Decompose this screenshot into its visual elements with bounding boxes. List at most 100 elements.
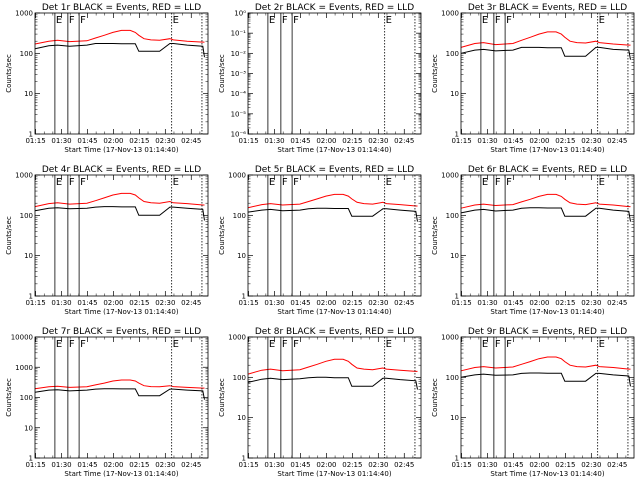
event-marker-label: E [386,339,392,350]
y-tick-label: 1 [455,293,459,301]
x-axis-label: Start Time (17-Nov-13 01:14:40) [64,470,178,478]
x-tick-label: 02:15 [129,299,149,307]
x-tick-label: 01:45 [77,137,97,145]
y-tick-label: 100 [20,50,33,58]
x-tick-label: 01:15 [238,299,258,307]
event-marker-label: F [80,339,86,350]
y-tick-label: 1000 [15,364,33,372]
x-tick-label: 01:45 [77,461,97,469]
x-tick-label: 02:00 [529,461,549,469]
x-tick-label: 01:45 [77,299,97,307]
y-tick-label: 10⁻³ [231,70,247,78]
y-tick-label: 10 [24,424,33,432]
x-tick-label: 02:30 [155,137,175,145]
x-tick-label: 01:45 [290,137,310,145]
event-marker-label: F [282,177,288,188]
x-tick-label: 02:30 [368,299,388,307]
x-tick-label: 01:30 [477,137,497,145]
y-axis-label: Counts/sec [218,216,226,255]
x-tick-label: 01:30 [51,299,71,307]
x-tick-label: 01:45 [290,299,310,307]
y-tick-label: 100 [20,394,33,402]
y-tick-label: 10⁻⁶ [231,131,247,139]
x-tick-label: 02:45 [181,461,201,469]
x-tick-label: 02:00 [529,137,549,145]
y-tick-label: 100 [446,212,459,220]
x-tick-label: 02:00 [103,299,123,307]
y-tick-label: 10 [237,414,246,422]
event-marker-label: E [599,177,605,188]
events-series-line [460,207,631,222]
detector-panel-3: Det 3r BLACK = Events, RED = LLD Counts/s… [431,3,635,154]
x-tick-label: 01:15 [238,137,258,145]
y-tick-label: 1 [242,455,246,463]
event-marker-label: E [599,339,605,350]
plot-frame [247,12,422,135]
y-tick-label: 1 [29,455,33,463]
event-marker-label: F [506,339,512,350]
event-marker-label: F [293,339,299,350]
event-marker-label: E [482,177,488,188]
x-tick-label: 01:45 [503,461,523,469]
x-tick-label: 01:30 [477,461,497,469]
x-tick-label: 02:30 [581,299,601,307]
y-tick-label: 1 [29,293,33,301]
detector-panel-6: Det 6r BLACK = Events, RED = LLD Counts/s… [431,165,635,316]
event-marker-label: E [173,15,179,26]
plot-frame [460,174,635,297]
event-marker-label: E [386,15,392,26]
event-marker-label: E [56,339,62,350]
x-axis-label: Start Time (17-Nov-13 01:14:40) [277,146,391,154]
x-tick-label: 01:30 [51,461,71,469]
y-tick-label: 1 [242,293,246,301]
y-axis-label: Counts/sec [5,54,13,93]
panel-title: Det 6r BLACK = Events, RED = LLD [468,165,627,175]
x-tick-label: 02:45 [607,461,627,469]
x-tick-label: 02:00 [103,137,123,145]
y-tick-label: 10⁰ [234,10,246,18]
y-tick-label: 1 [455,455,459,463]
y-tick-label: 10000 [11,334,33,342]
x-axis-label: Start Time (17-Nov-13 01:14:40) [490,308,604,316]
x-tick-label: 01:15 [451,299,471,307]
x-axis-label: Start Time (17-Nov-13 01:14:40) [64,308,178,316]
x-tick-label: 02:15 [342,461,362,469]
event-marker-label: E [482,339,488,350]
y-axis-label: Counts/sec [218,54,226,93]
x-tick-label: 01:15 [25,461,45,469]
event-marker-label: E [269,15,275,26]
detector-panel-9: Det 9r BLACK = Events, RED = LLD Counts/s… [431,327,635,478]
y-axis-label: Counts/sec [431,54,439,93]
panel-title: Det 8r BLACK = Events, RED = LLD [255,327,414,337]
y-tick-label: 1000 [441,334,459,342]
event-marker-label: F [506,15,512,26]
panel-title: Det 2r BLACK = Events, RED = LLD [255,3,414,13]
events-series-line [247,207,418,222]
y-tick-label: 1000 [15,172,33,180]
plot-frame [460,12,635,135]
y-tick-label: 1 [455,131,459,139]
plot-frame [460,336,635,459]
x-tick-label: 02:30 [368,137,388,145]
lld-series-line [34,379,205,390]
y-tick-label: 1000 [441,172,459,180]
x-axis-label: Start Time (17-Nov-13 01:14:40) [277,470,391,478]
event-marker-label: F [293,177,299,188]
y-tick-label: 1000 [441,10,459,18]
y-tick-label: 1 [29,131,33,139]
event-marker-label: F [80,177,86,188]
x-tick-label: 02:30 [155,299,175,307]
y-tick-label: 1000 [228,334,246,342]
event-marker-label: E [173,177,179,188]
lld-series-line [247,193,418,209]
x-tick-label: 02:30 [581,137,601,145]
y-axis-label: Counts/sec [5,378,13,417]
x-tick-label: 02:00 [529,299,549,307]
event-marker-label: E [269,177,275,188]
event-marker-label: F [506,177,512,188]
x-tick-label: 02:45 [394,299,414,307]
x-tick-label: 01:15 [238,461,258,469]
x-tick-label: 02:15 [555,299,575,307]
plot-frame [34,12,209,135]
events-series-line [460,46,631,60]
